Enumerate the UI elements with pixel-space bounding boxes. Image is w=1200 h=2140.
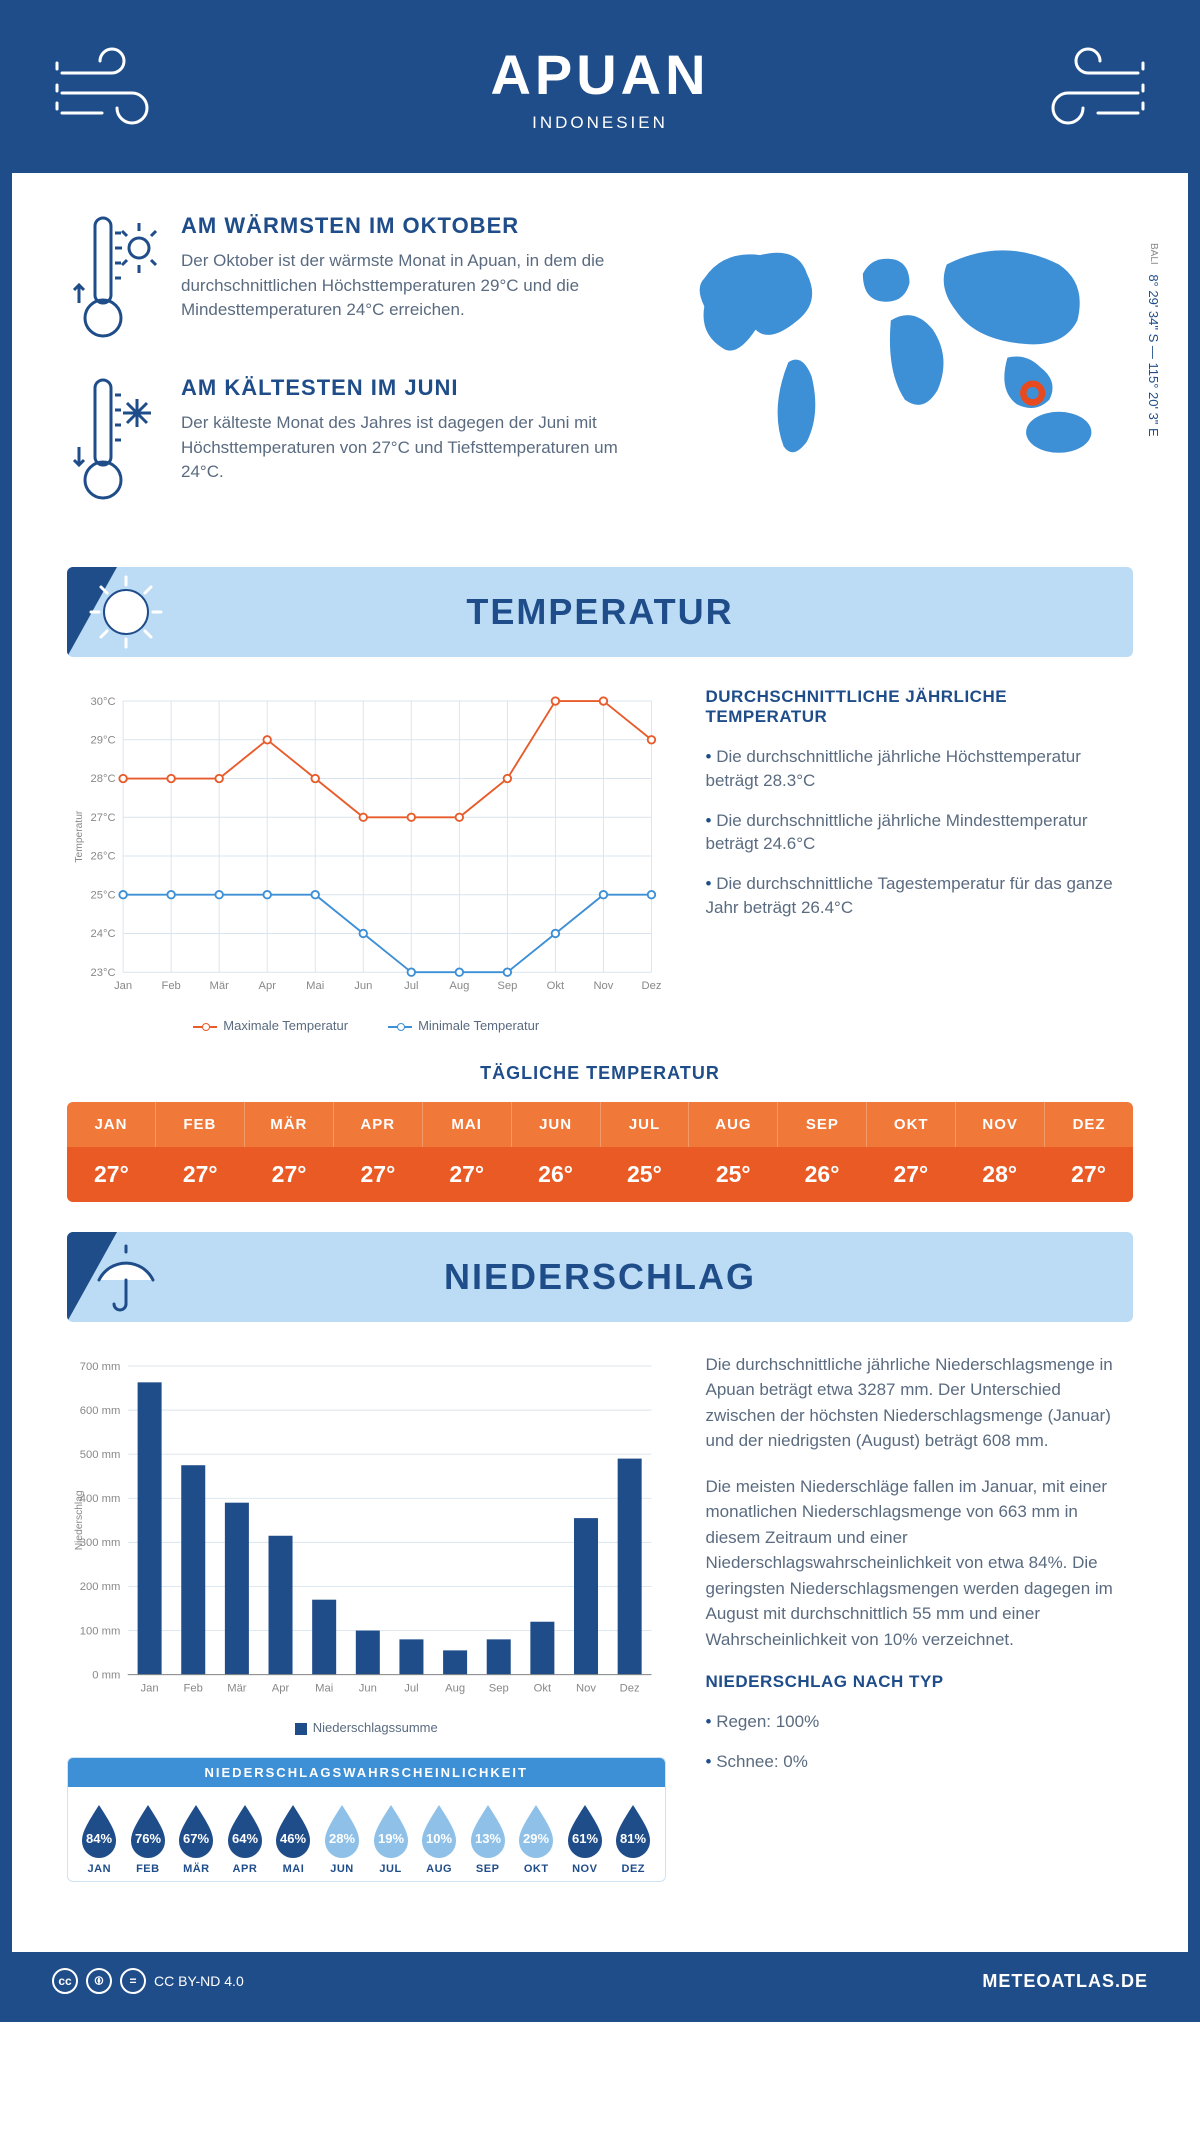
precip-probability-box: NIEDERSCHLAGSWAHRSCHEINLICHKEIT 84%JAN76… [67,1757,666,1882]
svg-text:700 mm: 700 mm [80,1361,121,1373]
svg-text:Jun: Jun [359,1682,377,1694]
site-name: METEOATLAS.DE [982,1971,1148,1992]
wind-icon-left [52,43,172,133]
sun-icon [87,573,165,651]
temp-bullets: Die durchschnittliche jährliche Höchstte… [706,745,1134,920]
svg-text:Apr: Apr [272,1682,290,1694]
svg-text:13%: 13% [475,1831,501,1846]
coordinates: BALI 8° 29' 34" S — 115° 20' 3" E [1146,243,1161,437]
svg-text:Jul: Jul [404,980,418,992]
temperature-line-chart: 23°C 24°C 25°C 26°C 27°C 28°C 29°C 30°C Jan Feb Mä… [67,687,666,1005]
svg-text:Nov: Nov [593,980,613,992]
coldest-fact: AM KÄLTESTEN IM JUNI Der kälteste Monat … [67,375,627,505]
svg-text:0 mm: 0 mm [92,1669,120,1681]
svg-text:30°C: 30°C [91,696,116,708]
svg-text:Mär: Mär [227,1682,247,1694]
svg-text:Dez: Dez [641,980,661,992]
thermometer-hot-icon [67,213,157,343]
svg-text:Aug: Aug [449,980,469,992]
svg-text:Sep: Sep [497,980,517,992]
page-title: APUAN [172,42,1028,107]
svg-text:Dez: Dez [620,1682,640,1694]
wind-icon-right [1028,43,1148,133]
svg-text:Nov: Nov [576,1682,596,1694]
cc-icon: cc [52,1968,78,1994]
svg-text:19%: 19% [378,1831,404,1846]
svg-text:Mai: Mai [315,1682,333,1694]
svg-text:27°C: 27°C [91,812,116,824]
svg-text:Mai: Mai [306,980,324,992]
svg-text:24°C: 24°C [91,928,116,940]
svg-text:Feb: Feb [161,980,180,992]
license-text: CC BY-ND 4.0 [154,1973,244,1989]
svg-text:100 mm: 100 mm [80,1625,121,1637]
svg-text:Aug: Aug [445,1682,465,1694]
svg-text:300 mm: 300 mm [80,1537,121,1549]
svg-text:Jul: Jul [404,1682,418,1694]
svg-text:81%: 81% [620,1831,646,1846]
svg-text:Okt: Okt [547,980,565,992]
daily-temp-title: TÄGLICHE TEMPERATUR [67,1063,1133,1084]
temp-chart-legend: Maximale Temperatur Minimale Temperatur [67,1018,666,1033]
svg-text:Feb: Feb [184,1682,203,1694]
header: APUAN INDONESIEN [12,12,1188,173]
precip-types: Regen: 100%Schnee: 0% [706,1710,1134,1774]
svg-text:600 mm: 600 mm [80,1405,121,1417]
svg-text:Temperatur: Temperatur [74,810,85,862]
temp-side-title: DURCHSCHNITTLICHE JÄHRLICHE TEMPERATUR [706,687,1134,727]
svg-text:64%: 64% [232,1831,258,1846]
svg-text:46%: 46% [280,1831,306,1846]
page-subtitle: INDONESIEN [172,113,1028,133]
daily-temp-table: JANFEBMÄRAPRMAIJUNJULAUGSEPOKTNOVDEZ 27°… [67,1102,1133,1202]
warmest-text: Der Oktober ist der wärmste Monat in Apu… [181,249,627,323]
svg-text:23°C: 23°C [91,967,116,979]
svg-text:Jun: Jun [354,980,372,992]
svg-text:25°C: 25°C [91,889,116,901]
warmest-fact: AM WÄRMSTEN IM OKTOBER Der Oktober ist d… [67,213,627,343]
umbrella-icon [87,1238,165,1316]
svg-text:26°C: 26°C [91,851,116,863]
svg-text:Niederschlag: Niederschlag [74,1490,85,1550]
footer: cc 🅯 = CC BY-ND 4.0 METEOATLAS.DE [12,1952,1188,2010]
svg-text:67%: 67% [183,1831,209,1846]
cc-by-icon: 🅯 [86,1968,112,1994]
precip-bar-chart: 0 mm 100 mm 200 mm 300 mm 400 mm 500 mm 600 mm… [67,1352,666,1707]
svg-text:500 mm: 500 mm [80,1449,121,1461]
svg-text:76%: 76% [135,1831,161,1846]
thermometer-cold-icon [67,375,157,505]
svg-text:84%: 84% [86,1831,112,1846]
cc-nd-icon: = [120,1968,146,1994]
precip-text-2: Die meisten Niederschläge fallen im Janu… [706,1474,1134,1653]
temperature-section-header: TEMPERATUR [67,567,1133,657]
precip-section-header: NIEDERSCHLAG [67,1232,1133,1322]
precip-type-title: NIEDERSCHLAG NACH TYP [706,1672,1134,1692]
svg-text:61%: 61% [572,1831,598,1846]
world-map [667,213,1133,493]
svg-text:Sep: Sep [489,1682,509,1694]
svg-text:Okt: Okt [534,1682,552,1694]
coldest-text: Der kälteste Monat des Jahres ist dagege… [181,411,627,485]
precip-text-1: Die durchschnittliche jährliche Niedersc… [706,1352,1134,1454]
svg-text:400 mm: 400 mm [80,1493,121,1505]
svg-text:Jan: Jan [141,1682,159,1694]
svg-text:29%: 29% [523,1831,549,1846]
svg-text:Jan: Jan [114,980,132,992]
svg-text:Mär: Mär [210,980,230,992]
svg-text:Apr: Apr [258,980,276,992]
svg-text:29°C: 29°C [91,735,116,747]
svg-text:10%: 10% [426,1831,452,1846]
coldest-title: AM KÄLTESTEN IM JUNI [181,375,627,401]
warmest-title: AM WÄRMSTEN IM OKTOBER [181,213,627,239]
svg-text:28%: 28% [329,1831,355,1846]
precip-legend: Niederschlagssumme [67,1720,666,1735]
svg-text:200 mm: 200 mm [80,1581,121,1593]
svg-text:28°C: 28°C [91,773,116,785]
